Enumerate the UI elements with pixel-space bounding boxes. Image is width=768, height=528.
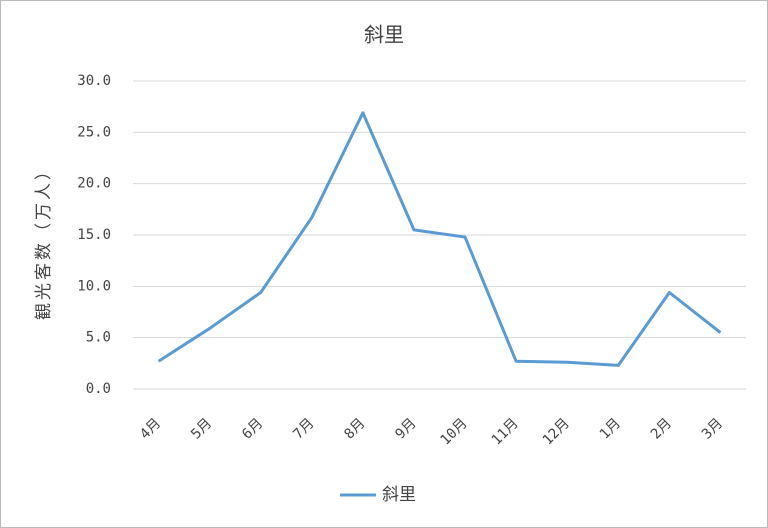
y-tick-label: 20.0 [77, 176, 111, 192]
y-axis-label: 観光客数（万人） [34, 160, 54, 320]
y-tick-label: 5.0 [86, 330, 111, 346]
y-tick-label: 25.0 [77, 124, 111, 140]
chart-title: 斜里 [364, 23, 404, 47]
legend-label: 斜里 [382, 485, 416, 505]
y-tick-label: 10.0 [77, 278, 111, 294]
y-tick-label: 0.0 [86, 381, 111, 397]
y-tick-label: 30.0 [77, 73, 111, 89]
y-tick-label: 15.0 [77, 227, 111, 243]
data-line [157, 111, 722, 367]
